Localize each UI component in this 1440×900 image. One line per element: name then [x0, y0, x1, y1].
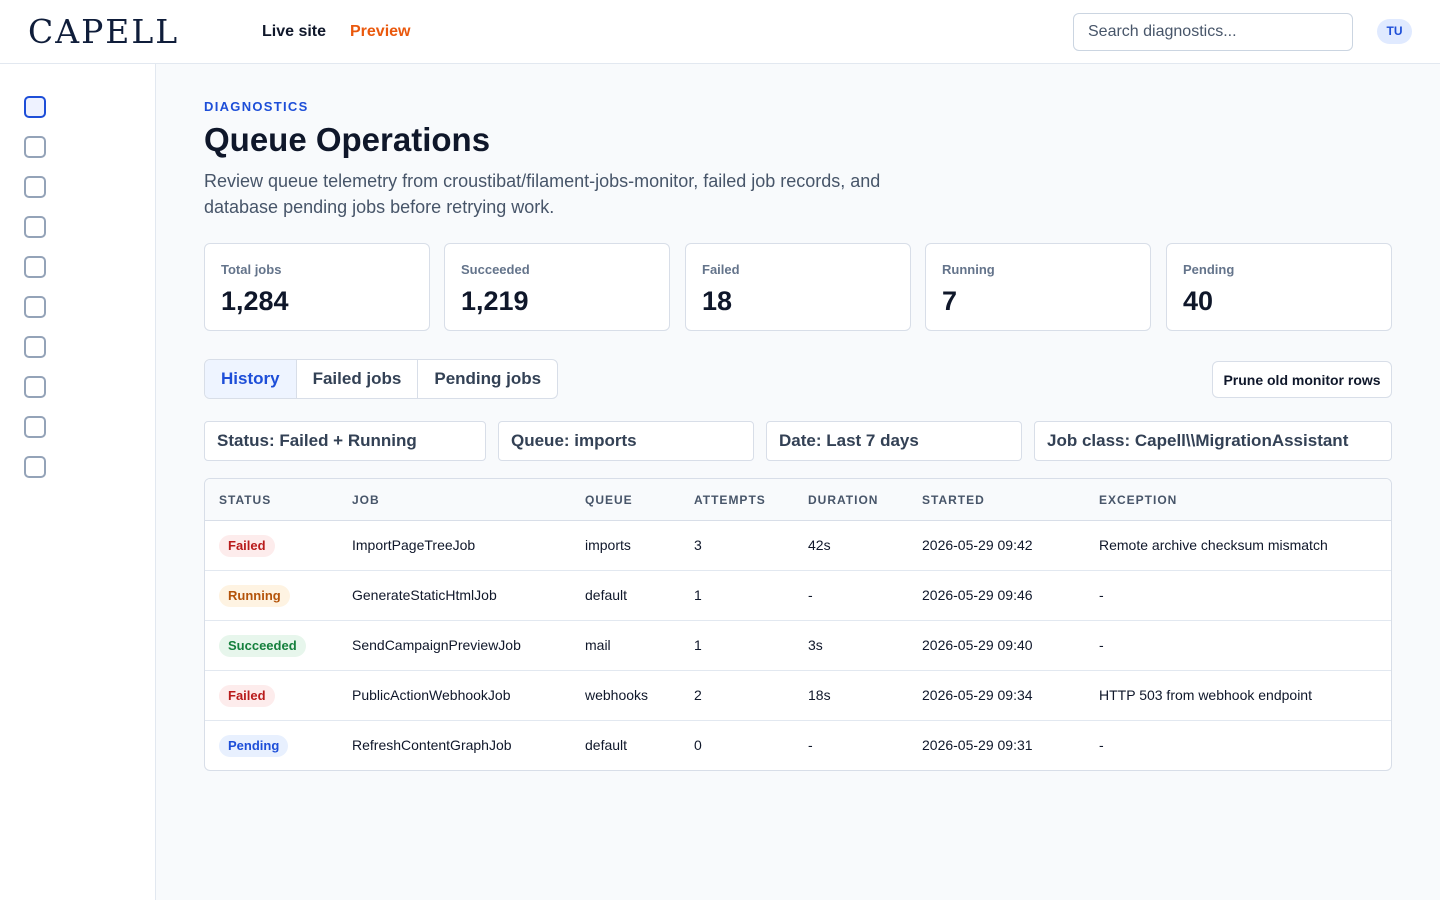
- top-bar: CAPELL Live site Preview TU: [0, 0, 1440, 64]
- page-title: Queue Operations: [204, 121, 491, 158]
- stat-label: Total jobs: [221, 262, 282, 277]
- table-row[interactable]: Failed ImportPageTreeJob imports 3 42s 2…: [205, 521, 1391, 571]
- filter-queue[interactable]: Queue: imports: [498, 421, 754, 461]
- user-avatar[interactable]: TU: [1377, 19, 1412, 44]
- page-subtitle: Review queue telemetry from croustibat/f…: [204, 171, 881, 217]
- job-started: 2026-05-29 09:46: [922, 587, 1033, 603]
- job-started: 2026-05-29 09:31: [922, 737, 1033, 753]
- stat-label: Failed: [702, 262, 740, 277]
- column-header-attempts[interactable]: ATTEMPTS: [694, 493, 766, 507]
- job-duration: 42s: [808, 537, 831, 553]
- table-row[interactable]: Failed PublicActionWebhookJob webhooks 2…: [205, 671, 1391, 721]
- job-attempts: 1: [694, 637, 702, 653]
- column-header-exception[interactable]: EXCEPTION: [1099, 493, 1178, 507]
- column-header-job[interactable]: JOB: [352, 493, 380, 507]
- tab-failed-jobs[interactable]: Failed jobs: [295, 360, 418, 398]
- job-exception: -: [1099, 737, 1104, 753]
- job-queue: imports: [585, 537, 631, 553]
- status-badge: Succeeded: [219, 635, 306, 657]
- tab-pending-jobs[interactable]: Pending jobs: [417, 360, 557, 398]
- sidebar-nav-icon-1[interactable]: [24, 96, 46, 118]
- job-duration: -: [808, 737, 813, 753]
- section-eyebrow: DIAGNOSTICS: [204, 99, 309, 114]
- stat-card-pending: Pending 40: [1166, 243, 1392, 331]
- job-attempts: 1: [694, 587, 702, 603]
- sidebar-nav-icon-8[interactable]: [24, 376, 46, 398]
- table-row[interactable]: Pending RefreshContentGraphJob default 0…: [205, 721, 1391, 770]
- sidebar-nav-icon-3[interactable]: [24, 176, 46, 198]
- job-name: RefreshContentGraphJob: [352, 737, 512, 753]
- status-badge: Failed: [219, 535, 275, 557]
- job-attempts: 0: [694, 737, 702, 753]
- status-badge: Running: [219, 585, 290, 607]
- stat-value: 1,284: [221, 286, 289, 316]
- stat-value: 1,219: [461, 286, 529, 316]
- stat-value: 18: [702, 286, 733, 316]
- column-header-started[interactable]: STARTED: [922, 493, 985, 507]
- job-name: PublicActionWebhookJob: [352, 687, 511, 703]
- job-attempts: 3: [694, 537, 702, 553]
- nav-preview[interactable]: Preview: [350, 23, 411, 40]
- job-started: 2026-05-29 09:40: [922, 637, 1033, 653]
- filter-status[interactable]: Status: Failed + Running: [204, 421, 486, 461]
- job-name: SendCampaignPreviewJob: [352, 637, 521, 653]
- table-header: STATUS JOB QUEUE ATTEMPTS DURATION START…: [205, 479, 1391, 521]
- job-queue: default: [585, 737, 628, 753]
- job-exception: -: [1099, 637, 1104, 653]
- job-queue: webhooks: [585, 687, 649, 703]
- sidebar-nav-icon-6[interactable]: [24, 296, 46, 318]
- job-name: GenerateStaticHtmlJob: [352, 587, 497, 603]
- status-badge: Failed: [219, 685, 275, 707]
- column-header-duration[interactable]: DURATION: [808, 493, 879, 507]
- view-tabs: History Failed jobs Pending jobs: [204, 359, 559, 399]
- job-started: 2026-05-29 09:42: [922, 537, 1033, 553]
- prune-monitor-rows-button[interactable]: Prune old monitor rows: [1212, 361, 1392, 398]
- job-started: 2026-05-29 09:34: [922, 687, 1033, 703]
- stat-value: 40: [1183, 286, 1214, 316]
- filter-job-class[interactable]: Job class: Capell\\MigrationAssistant: [1034, 421, 1392, 461]
- sidebar-nav-icon-9[interactable]: [24, 416, 46, 438]
- nav-live-site[interactable]: Live site: [262, 23, 327, 40]
- job-name: ImportPageTreeJob: [352, 537, 476, 553]
- column-header-queue[interactable]: QUEUE: [585, 493, 633, 507]
- sidebar-nav-icon-2[interactable]: [24, 136, 46, 158]
- app-logo[interactable]: CAPELL: [28, 12, 180, 51]
- stat-card-total: Total jobs 1,284: [204, 243, 430, 331]
- stat-card-running: Running 7: [925, 243, 1151, 331]
- stat-label: Succeeded: [461, 262, 530, 277]
- sidebar: [0, 64, 156, 900]
- stat-label: Running: [942, 262, 995, 277]
- job-attempts: 2: [694, 687, 702, 703]
- search-input[interactable]: [1073, 13, 1353, 51]
- job-duration: 3s: [808, 637, 823, 653]
- jobs-table: STATUS JOB QUEUE ATTEMPTS DURATION START…: [204, 478, 1392, 771]
- stat-value: 7: [942, 286, 958, 316]
- job-duration: -: [808, 587, 813, 603]
- table-row[interactable]: Succeeded SendCampaignPreviewJob mail 1 …: [205, 621, 1391, 671]
- sidebar-nav-icon-5[interactable]: [24, 256, 46, 278]
- tab-history[interactable]: History: [205, 360, 296, 398]
- stat-card-failed: Failed 18: [685, 243, 911, 331]
- status-badge: Pending: [219, 735, 289, 757]
- sidebar-nav-icon-10[interactable]: [24, 456, 46, 478]
- job-queue: default: [585, 587, 628, 603]
- stat-label: Pending: [1183, 262, 1235, 277]
- stat-card-succeeded: Succeeded 1,219: [444, 243, 670, 331]
- job-exception: -: [1099, 587, 1104, 603]
- job-duration: 18s: [808, 687, 831, 703]
- job-queue: mail: [585, 637, 611, 653]
- filter-date[interactable]: Date: Last 7 days: [766, 421, 1022, 461]
- job-exception: HTTP 503 from webhook endpoint: [1099, 687, 1312, 703]
- column-header-status[interactable]: STATUS: [219, 493, 272, 507]
- job-exception: Remote archive checksum mismatch: [1099, 537, 1328, 553]
- table-row[interactable]: Running GenerateStaticHtmlJob default 1 …: [205, 571, 1391, 621]
- sidebar-nav-icon-7[interactable]: [24, 336, 46, 358]
- sidebar-nav-icon-4[interactable]: [24, 216, 46, 238]
